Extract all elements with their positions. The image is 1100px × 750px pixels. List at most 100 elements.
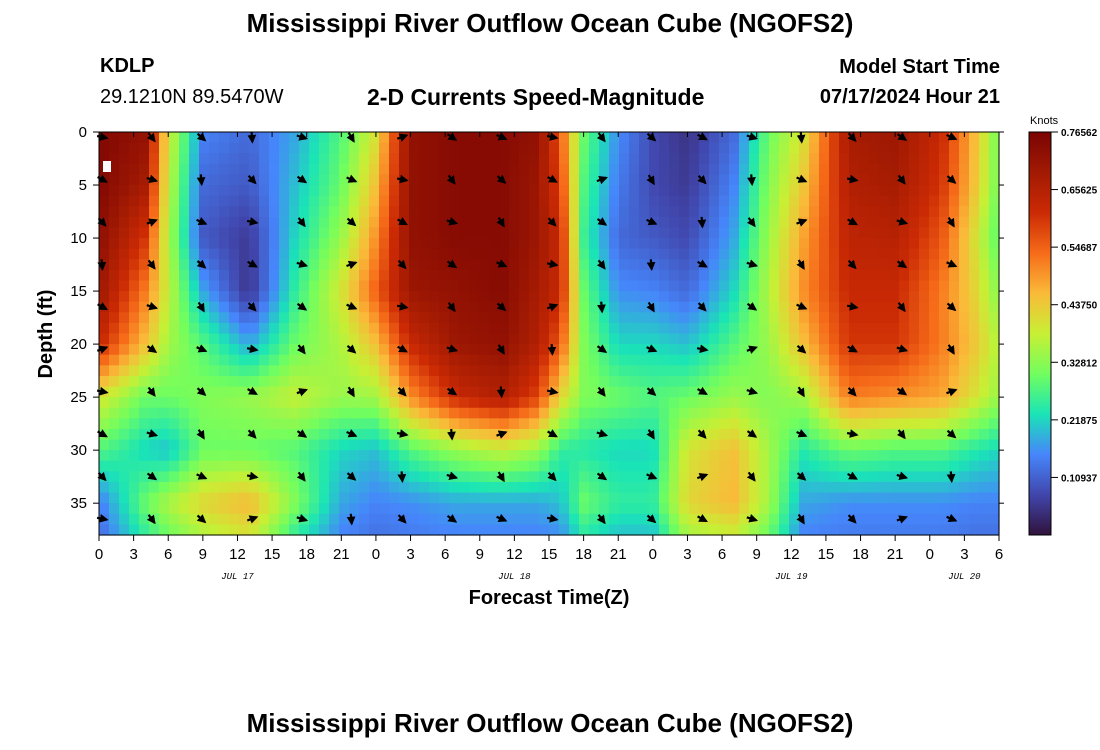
heatmap-cell <box>669 450 680 462</box>
heatmap-cell <box>509 163 520 176</box>
heatmap-cell <box>709 354 720 366</box>
heatmap-cell <box>99 333 110 345</box>
heatmap-cell <box>469 322 480 335</box>
heatmap-cell <box>879 227 890 239</box>
heatmap-cell <box>609 206 620 218</box>
heatmap-cell <box>429 450 440 462</box>
heatmap-cell <box>599 280 610 292</box>
heatmap-cell <box>219 428 230 441</box>
heatmap-cell <box>969 524 980 536</box>
heatmap-cell <box>169 481 180 494</box>
heatmap-cell <box>229 195 240 207</box>
heatmap-cell <box>529 513 540 525</box>
heatmap-cell <box>659 195 670 207</box>
heatmap-cell <box>379 206 390 218</box>
heatmap-cell <box>499 238 510 250</box>
heatmap-cell <box>589 407 600 419</box>
heatmap-cell <box>239 312 250 324</box>
heatmap-cell <box>119 450 130 462</box>
heatmap-cell <box>699 481 710 494</box>
heatmap-cell <box>589 481 600 494</box>
heatmap-cell <box>859 291 870 303</box>
heatmap-cell <box>239 492 250 504</box>
heatmap-cell <box>149 291 160 303</box>
heatmap-cell <box>389 503 400 515</box>
heatmap-cell <box>859 163 870 176</box>
heatmap-cell <box>329 185 340 197</box>
heatmap-cell <box>839 397 850 409</box>
heatmap-cell <box>129 153 140 165</box>
heatmap-cell <box>559 460 570 472</box>
heatmap-cell <box>839 142 850 154</box>
heatmap-cell <box>649 163 660 176</box>
heatmap-cell <box>719 513 730 525</box>
heatmap-cell <box>969 322 980 335</box>
direction-arrow <box>896 217 909 226</box>
heatmap-cell <box>769 269 780 282</box>
heatmap-cell <box>479 227 490 239</box>
heatmap-cell <box>899 206 910 218</box>
heatmap-cell <box>439 269 450 282</box>
heatmap-cell <box>329 259 340 271</box>
heatmap-cell <box>639 492 650 504</box>
heatmap-cell <box>539 142 550 154</box>
heatmap-cell <box>729 471 740 483</box>
heatmap-cell <box>149 492 160 504</box>
heatmap-cell <box>379 185 390 197</box>
heatmap-cell <box>839 460 850 472</box>
heatmap-cell <box>329 418 340 430</box>
heatmap-cell <box>329 333 340 345</box>
heatmap-cell <box>799 492 810 504</box>
heatmap-cell <box>919 153 930 165</box>
heatmap-cell <box>99 375 110 388</box>
heatmap-cell <box>779 227 790 239</box>
heatmap-cell <box>989 163 1000 176</box>
heatmap-cell <box>129 397 140 409</box>
heatmap-cell <box>429 386 440 398</box>
heatmap-cell <box>769 195 780 207</box>
heatmap-cell <box>299 460 310 472</box>
heatmap-cell <box>629 301 640 313</box>
heatmap-cell <box>539 174 550 186</box>
heatmap-cell <box>449 174 460 186</box>
heatmap-cell <box>629 312 640 324</box>
direction-arrow <box>246 344 259 354</box>
heatmap-cell <box>709 344 720 356</box>
heatmap-cell <box>609 354 620 366</box>
heatmap-cell <box>479 418 490 430</box>
heatmap-cell <box>869 439 880 451</box>
heatmap-cell <box>469 503 480 515</box>
heatmap-cell <box>639 238 650 250</box>
heatmap-cell <box>899 397 910 409</box>
heatmap-cell <box>819 354 830 366</box>
heatmap-cell <box>989 259 1000 271</box>
heatmap-cell <box>269 513 280 525</box>
direction-arrow <box>847 344 858 353</box>
heatmap-cell <box>129 301 140 313</box>
heatmap-cell <box>339 195 350 207</box>
heatmap-cell <box>199 375 210 388</box>
heatmap-cell <box>799 227 810 239</box>
heatmap-cell <box>479 386 490 398</box>
heatmap-cell <box>519 142 530 154</box>
heatmap-cell <box>559 301 570 313</box>
heatmap-cell <box>469 492 480 504</box>
direction-arrow <box>546 514 559 523</box>
heatmap-cell <box>859 132 870 144</box>
heatmap-cell <box>419 301 430 313</box>
heatmap-cell <box>759 439 770 451</box>
heatmap-cell <box>839 206 850 218</box>
heatmap-cell <box>809 513 820 525</box>
heatmap-cell <box>909 259 920 271</box>
heatmap-cell <box>899 439 910 451</box>
heatmap-cell <box>409 450 420 462</box>
heatmap-cell <box>259 397 270 409</box>
heatmap-cell <box>819 460 830 472</box>
heatmap-cell <box>689 280 700 292</box>
direction-arrow <box>146 429 159 438</box>
heatmap-cell <box>909 227 920 239</box>
heatmap-cell <box>599 322 610 335</box>
heatmap-cell <box>509 375 520 388</box>
heatmap-cell <box>199 397 210 409</box>
direction-arrow <box>496 471 505 483</box>
